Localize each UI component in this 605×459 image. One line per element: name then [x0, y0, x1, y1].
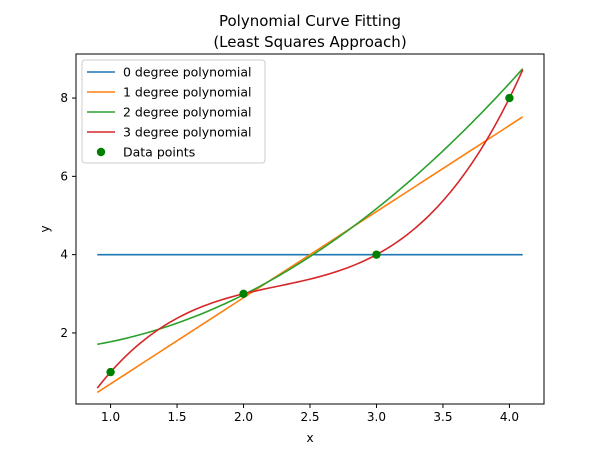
- x-tick-label: 3.0: [367, 410, 386, 424]
- x-tick-label: 1.0: [101, 410, 120, 424]
- y-tick-label: 6: [60, 169, 68, 183]
- x-tick-label: 2.5: [300, 410, 319, 424]
- x-tick-label: 4.0: [500, 410, 519, 424]
- y-tick-label: 2: [60, 326, 68, 340]
- axes-frame: [75, 53, 545, 405]
- legend-box: [81, 59, 266, 164]
- legend-label: 2 degree polynomial: [123, 105, 252, 120]
- legend-label: Data points: [123, 145, 195, 160]
- chart-subtitle: (Least Squares Approach): [213, 33, 406, 51]
- chart-title: Polynomial Curve Fitting: [219, 12, 401, 30]
- data-point: [505, 93, 514, 103]
- series-line-1-degree-polynomial: [96, 116, 524, 394]
- x-tick-label: 3.5: [433, 410, 452, 424]
- series-line-2-degree-polynomial: [97, 68, 524, 346]
- legend-label: 0 degree polynomial: [123, 65, 252, 80]
- series-line-3-degree-polynomial: [96, 69, 524, 389]
- legend-marker: [96, 147, 106, 157]
- legend-label: 1 degree polynomial: [123, 85, 252, 100]
- y-tick-label: 8: [60, 91, 68, 105]
- y-axis-label: y: [38, 225, 52, 232]
- legend: 0 degree polynomial 1 degree polynomial 2 …: [81, 59, 266, 164]
- legend-label: 3 degree polynomial: [123, 125, 252, 140]
- data-point: [239, 289, 248, 298]
- data-point: [106, 367, 115, 377]
- x-axis-label: x: [306, 431, 313, 445]
- y-tick-label: 4: [60, 248, 68, 262]
- data-point: [372, 250, 381, 259]
- x-tick-label: 1.5: [167, 410, 186, 424]
- x-tick-label: 2.0: [234, 410, 253, 424]
